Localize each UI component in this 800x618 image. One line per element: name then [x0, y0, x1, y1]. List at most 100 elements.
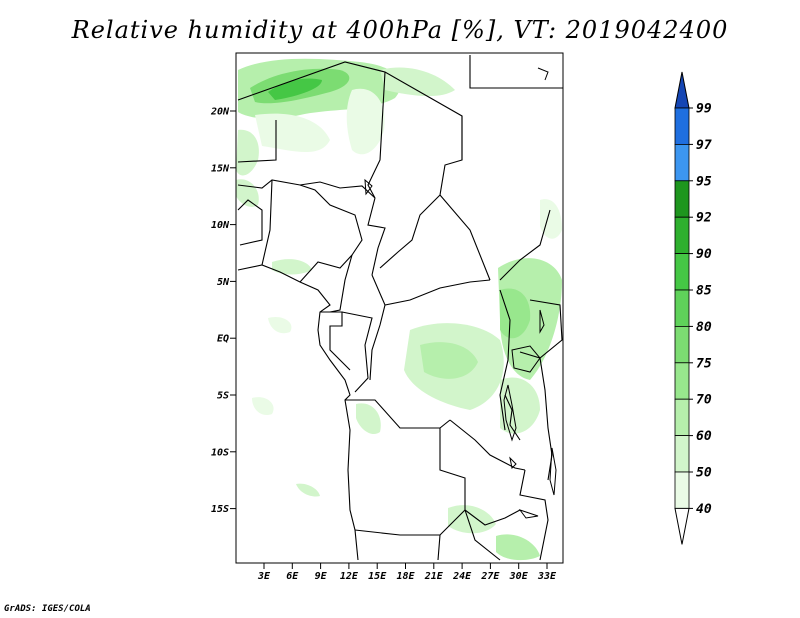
border-libya-chad [439, 116, 463, 196]
border-sudan-east [499, 209, 551, 281]
colorbar-label: 40 [696, 502, 712, 517]
humidity-patch-south-atlantic [296, 483, 320, 497]
border-uganda-kenya [519, 299, 563, 359]
border-angola-north [345, 399, 451, 429]
lon-tick-label: 21E [424, 571, 444, 582]
humidity-patch-north-east [380, 67, 455, 97]
border-cameroon [329, 254, 353, 313]
lon-tick-label: 18E [396, 571, 415, 582]
humidity-patch-south-east [496, 534, 540, 561]
border-namibia-botswana [437, 509, 501, 561]
colorbar-block [674, 435, 690, 473]
lon-tick-label: 6E [286, 571, 299, 582]
humidity-shading [236, 58, 562, 561]
border-angola-south [354, 509, 466, 536]
colorbar-block [674, 471, 690, 509]
lon-tick-label: 3E [257, 571, 271, 582]
colorbar-label: 95 [696, 174, 712, 189]
lon-tick-label: 24E [452, 571, 472, 582]
lat-tick-label: 5N [217, 277, 230, 288]
humidity-patch-sahara-inner [268, 78, 322, 100]
lat-tick-label: 15N [211, 163, 230, 174]
colorbar-block [674, 398, 690, 437]
colorbar-block [674, 253, 690, 291]
colorbar-label: 80 [696, 320, 712, 335]
lake-victoria [511, 345, 541, 373]
colorbar-label: 92 [696, 211, 712, 226]
colorbar-label: 75 [696, 356, 712, 371]
colorbar-block [674, 180, 690, 218]
border-niger-chad [367, 71, 386, 199]
colorbar-label: 90 [696, 247, 712, 262]
humidity-patch-atlantic [268, 316, 292, 334]
coastline-west [237, 199, 263, 246]
border-mali-niger [237, 120, 277, 163]
humidity-patch-south [448, 505, 496, 534]
colorbar-block [674, 216, 690, 254]
lake-mweru [509, 456, 517, 470]
lake-turkana [539, 309, 545, 334]
lat-tick-label: 15S [211, 504, 229, 515]
longitude-axis: 3E 6E 9E 12E 15E 18E 21E 24E 27E 30E 33E [257, 563, 557, 582]
humidity-patch-congo-core [420, 342, 478, 379]
humidity-patch-sahel [236, 179, 259, 207]
humidity-patch-lakes [500, 288, 531, 339]
lat-tick-label: 10N [211, 220, 230, 231]
lake-tanganyika [503, 384, 517, 442]
lon-tick-label: 33E [537, 571, 557, 582]
colorbar-label: 99 [696, 102, 712, 117]
border-angola-east [439, 428, 466, 510]
colorbar-top-arrow [674, 71, 690, 109]
colorbar-block [674, 107, 690, 145]
humidity-patch-far-east [540, 199, 562, 239]
border-sahel [237, 179, 376, 199]
lake-chad [364, 178, 373, 196]
latitude-axis: 20N 15N 10N 5N EQ 5S 10S 15S [210, 107, 236, 515]
lake-malawi [549, 447, 557, 496]
sinai-coast [537, 67, 549, 81]
humidity-patch-west [255, 113, 330, 153]
lat-tick-label: 20N [210, 107, 230, 118]
lon-tick-label: 15E [368, 571, 387, 582]
border-nigeria [299, 184, 363, 283]
border-tanzania [539, 357, 553, 481]
lon-tick-label: 30E [509, 571, 529, 582]
lake-kariba [518, 509, 539, 519]
colorbar-label: 60 [696, 429, 712, 444]
colorbar-label: 85 [696, 284, 712, 299]
chart-title: Relative humidity at 400hPa [%], VT: 201… [71, 16, 729, 44]
border-mozambique [519, 469, 549, 561]
humidity-patch-chad [346, 88, 385, 155]
lat-tick-label: EQ [217, 334, 229, 345]
border-congo-gabon [320, 311, 351, 371]
border-car-south [371, 274, 491, 306]
border-drc-north [369, 304, 386, 381]
border-car-sudan [439, 194, 491, 281]
map-frame [235, 52, 564, 564]
grads-credit: GrADS: IGES/COLA [4, 604, 91, 614]
colorbar-bottom-arrow [674, 507, 690, 545]
border-libya-egypt [469, 55, 563, 89]
lon-tick-label: 9E [315, 571, 328, 582]
border-zambia [449, 419, 526, 471]
coastline [237, 264, 359, 561]
lakes [364, 67, 557, 519]
lat-tick-label: 10S [211, 447, 229, 458]
colorbar-block [674, 325, 690, 364]
colorbar-label: 50 [696, 466, 712, 481]
border-zambia-south [464, 509, 521, 526]
border-chad-car [367, 197, 386, 276]
colorbar-label: 97 [696, 138, 712, 153]
humidity-patch-gabon-coast [252, 397, 274, 416]
border-congo [341, 311, 373, 393]
lon-tick-label: 12E [340, 571, 359, 582]
humidity-patch-tanzania [500, 377, 540, 434]
colorbar-block [674, 289, 690, 327]
border-chad-sudan [379, 194, 441, 269]
lon-tick-label: 27E [480, 571, 500, 582]
humidity-patch-west-coast [236, 129, 259, 176]
humidity-patch-angola [356, 403, 381, 435]
humidity-patch-gulf [272, 259, 312, 275]
colorbar: 99 97 95 92 90 85 80 75 70 60 50 40 [674, 71, 712, 545]
